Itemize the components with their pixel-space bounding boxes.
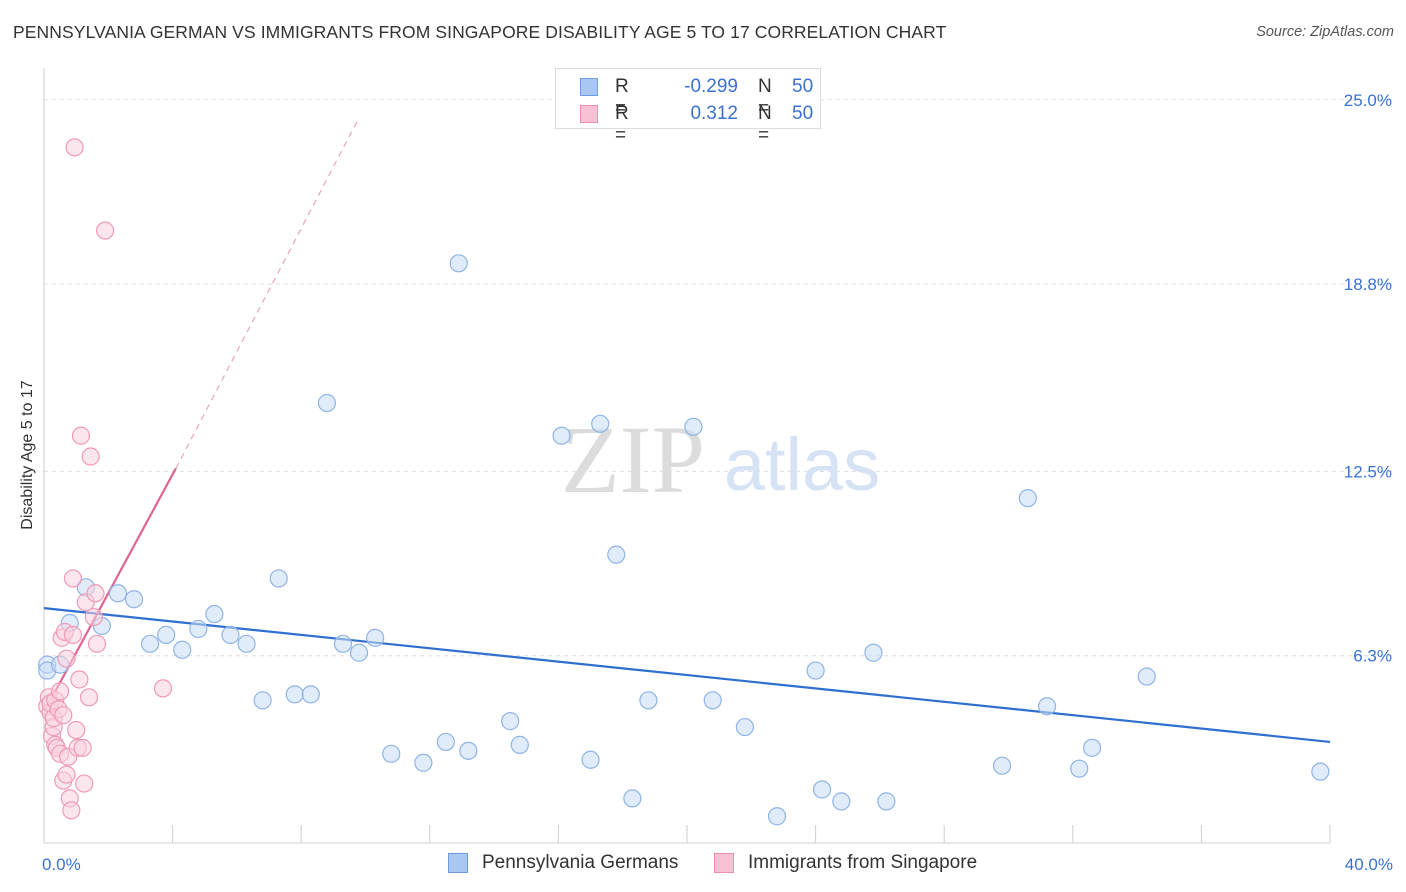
point-immigrants-from-singapore — [63, 625, 83, 644]
point-pennsylvania-germans — [992, 756, 1012, 775]
point-immigrants-from-singapore — [153, 679, 173, 698]
trend-line-pennsylvania-germans — [43, 607, 1331, 744]
trend-line-extension-singapore — [175, 117, 360, 469]
legend-swatch-pink — [580, 105, 598, 123]
data-points — [38, 138, 1330, 826]
point-pennsylvania-germans — [140, 634, 160, 653]
correlation-legend: R = -0.299 N = 50 R = 0.312 N = 50 — [555, 68, 821, 146]
point-pennsylvania-germans — [1037, 697, 1057, 716]
point-pennsylvania-germans — [124, 590, 144, 609]
point-pennsylvania-germans — [317, 393, 337, 413]
point-pennsylvania-germans — [767, 807, 787, 826]
point-pennsylvania-germans — [333, 634, 353, 653]
point-pennsylvania-germans — [591, 414, 610, 433]
point-pennsylvania-germans — [1018, 489, 1037, 508]
x-tick-label: 40.0% — [1345, 855, 1393, 874]
legend-r-value: 0.312 — [690, 103, 738, 124]
point-pennsylvania-germans — [237, 634, 256, 653]
point-immigrants-from-singapore — [54, 706, 73, 725]
point-pennsylvania-germans — [832, 792, 851, 811]
point-immigrants-from-singapore — [84, 607, 103, 627]
point-immigrants-from-singapore — [65, 138, 84, 157]
point-immigrants-from-singapore — [50, 682, 70, 701]
point-immigrants-from-singapore — [57, 649, 76, 668]
point-pennsylvania-germans — [510, 735, 529, 754]
point-pennsylvania-germans — [684, 417, 703, 436]
point-immigrants-from-singapore — [79, 688, 99, 707]
point-pennsylvania-germans — [189, 619, 208, 639]
point-pennsylvania-germans — [414, 753, 433, 772]
watermark-atlas: atlas — [724, 423, 880, 506]
point-pennsylvania-germans — [639, 691, 658, 710]
point-pennsylvania-germans — [806, 661, 825, 680]
x-tick-label: 0.0% — [42, 855, 81, 874]
point-immigrants-from-singapore — [86, 584, 105, 603]
chart-title: PENNSYLVANIA GERMAN VS IMMIGRANTS FROM S… — [13, 22, 947, 42]
point-pennsylvania-germans — [157, 625, 176, 644]
source-label: Source: ZipAtlas.com — [1256, 24, 1394, 40]
legend-r-label: R = — [615, 103, 629, 146]
point-immigrants-from-singapore — [57, 765, 76, 784]
point-pennsylvania-germans — [449, 254, 468, 273]
point-pennsylvania-germans — [607, 545, 626, 564]
point-pennsylvania-germans — [581, 750, 600, 769]
point-pennsylvania-germans — [221, 625, 240, 644]
point-pennsylvania-germans — [173, 640, 192, 659]
y-tick-label: 25.0% — [1344, 91, 1392, 110]
point-pennsylvania-germans — [349, 643, 369, 662]
legend-label: Pennsylvania Germans — [482, 852, 679, 873]
point-pennsylvania-germans — [382, 744, 401, 763]
point-immigrants-from-singapore — [71, 426, 91, 445]
point-pennsylvania-germans — [205, 604, 224, 624]
point-immigrants-from-singapore — [62, 801, 81, 820]
legend-swatch-blue — [448, 853, 468, 873]
point-pennsylvania-germans — [1070, 759, 1089, 778]
point-pennsylvania-germans — [623, 789, 642, 808]
point-pennsylvania-germans — [812, 780, 832, 799]
point-immigrants-from-singapore — [95, 221, 115, 240]
legend-label: Immigrants from Singapore — [748, 852, 978, 873]
point-immigrants-from-singapore — [87, 634, 107, 653]
point-immigrants-from-singapore — [73, 738, 92, 757]
legend-swatch-pink — [714, 853, 734, 873]
point-pennsylvania-germans — [459, 741, 478, 760]
point-pennsylvania-germans — [877, 792, 896, 811]
point-pennsylvania-germans — [269, 569, 288, 588]
point-pennsylvania-germans — [285, 685, 304, 704]
point-pennsylvania-germans — [1082, 738, 1102, 757]
point-pennsylvania-germans — [864, 643, 883, 662]
point-pennsylvania-germans — [253, 691, 272, 710]
legend-swatch-blue — [580, 78, 598, 96]
y-tick-label: 18.8% — [1344, 275, 1392, 294]
legend-r-label: R = — [615, 76, 629, 119]
watermark-zip: ZIP — [561, 406, 705, 513]
gridlines — [44, 99, 1392, 657]
legend-n-label: N = — [758, 103, 772, 146]
y-tick-label: 12.5% — [1344, 462, 1392, 481]
point-pennsylvania-germans — [1311, 762, 1330, 781]
point-pennsylvania-germans — [301, 685, 320, 704]
point-pennsylvania-germans — [1137, 667, 1156, 686]
legend-n-value: 50 — [792, 76, 814, 97]
legend-n-value: 50 — [792, 103, 814, 124]
point-immigrants-from-singapore — [67, 720, 86, 740]
legend-r-value: -0.299 — [684, 76, 738, 97]
point-pennsylvania-germans — [436, 732, 455, 752]
tick-labels: 6.3% 12.5% 18.8% 25.0% 0.0% 40.0% — [42, 91, 1393, 874]
point-pennsylvania-germans — [735, 717, 754, 737]
legend-n-label: N = — [758, 76, 772, 119]
point-immigrants-from-singapore — [75, 774, 94, 793]
point-immigrants-from-singapore — [81, 447, 100, 466]
point-pennsylvania-germans — [703, 691, 722, 710]
point-pennsylvania-germans — [501, 712, 520, 731]
point-pennsylvania-germans — [108, 584, 128, 603]
point-pennsylvania-germans — [366, 628, 385, 647]
point-immigrants-from-singapore — [70, 670, 89, 689]
y-tick-label: 6.3% — [1353, 647, 1392, 666]
point-immigrants-from-singapore — [63, 569, 83, 588]
point-pennsylvania-germans — [552, 426, 571, 445]
